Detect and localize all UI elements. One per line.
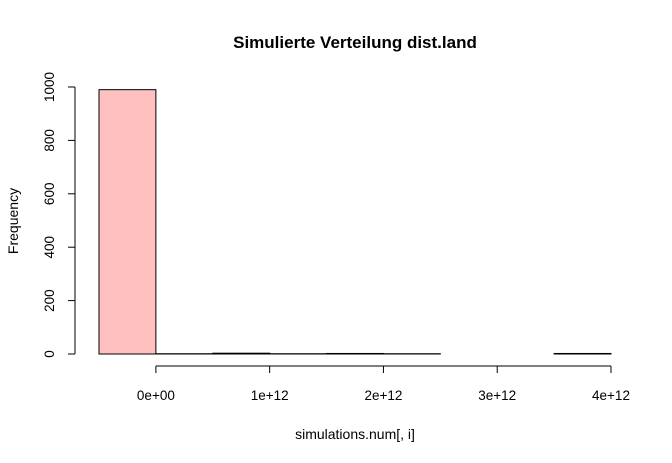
x-axis: 0e+00 1e+12 2e+12 3e+12 4e+12 xyxy=(137,365,630,403)
y-tick-label: 400 xyxy=(42,236,57,259)
y-tick-label: 1000 xyxy=(42,72,57,102)
x-tick-label: 0e+00 xyxy=(137,388,175,403)
bars-group xyxy=(98,89,612,355)
y-axis: 0 200 400 600 800 1000 xyxy=(42,72,76,358)
x-tick-label: 1e+12 xyxy=(251,388,289,403)
x-tick-label: 2e+12 xyxy=(364,388,402,403)
x-tick-label: 4e+12 xyxy=(592,388,630,403)
x-axis-label: simulations.num[, i] xyxy=(295,426,415,442)
histogram-bar xyxy=(212,352,271,355)
y-tick-label: 0 xyxy=(42,350,57,358)
x-tick-label: 3e+12 xyxy=(478,388,516,403)
y-tick-label: 200 xyxy=(42,289,57,312)
histogram-bar xyxy=(98,89,157,355)
y-tick-label: 800 xyxy=(42,129,57,152)
y-tick-label: 600 xyxy=(42,183,57,206)
histogram-bar xyxy=(553,352,612,355)
chart-title: Simulierte Verteilung dist.land xyxy=(233,33,477,52)
y-axis-label: Frequency xyxy=(5,188,21,254)
histogram-bar xyxy=(326,352,384,355)
